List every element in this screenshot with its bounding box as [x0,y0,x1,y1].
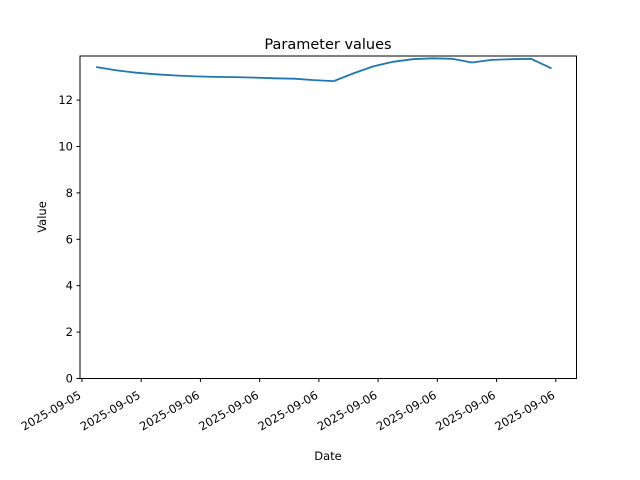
x-tick-label: 2025-09-06 [255,388,320,434]
series-line [95,57,552,82]
x-tick-label: 2025-09-06 [137,388,202,434]
y-tick-label: 2 [66,325,73,339]
x-tick-label: 2025-09-05 [19,388,84,434]
axis-ticks: 2025-09-052025-09-052025-09-062025-09-06… [19,93,558,433]
y-tick-label: 0 [66,372,73,386]
y-tick-label: 6 [66,232,73,246]
y-tick-label: 4 [66,279,73,293]
x-tick-label: 2025-09-06 [433,388,498,434]
x-tick-label: 2025-09-06 [492,388,557,434]
x-tick-label: 2025-09-06 [315,388,380,434]
y-tick-label: 8 [66,186,73,200]
x-tick-label: 2025-09-05 [78,388,143,434]
y-axis-label: Value [35,201,49,233]
data-series [95,57,552,82]
x-axis-label: Date [314,449,342,463]
plot-border [79,55,577,379]
y-tick-label: 12 [58,93,73,107]
y-tick-label: 10 [58,139,73,153]
chart-title: Parameter values [264,37,391,53]
x-tick-label: 2025-09-06 [374,388,439,434]
x-tick-label: 2025-09-06 [196,388,261,434]
